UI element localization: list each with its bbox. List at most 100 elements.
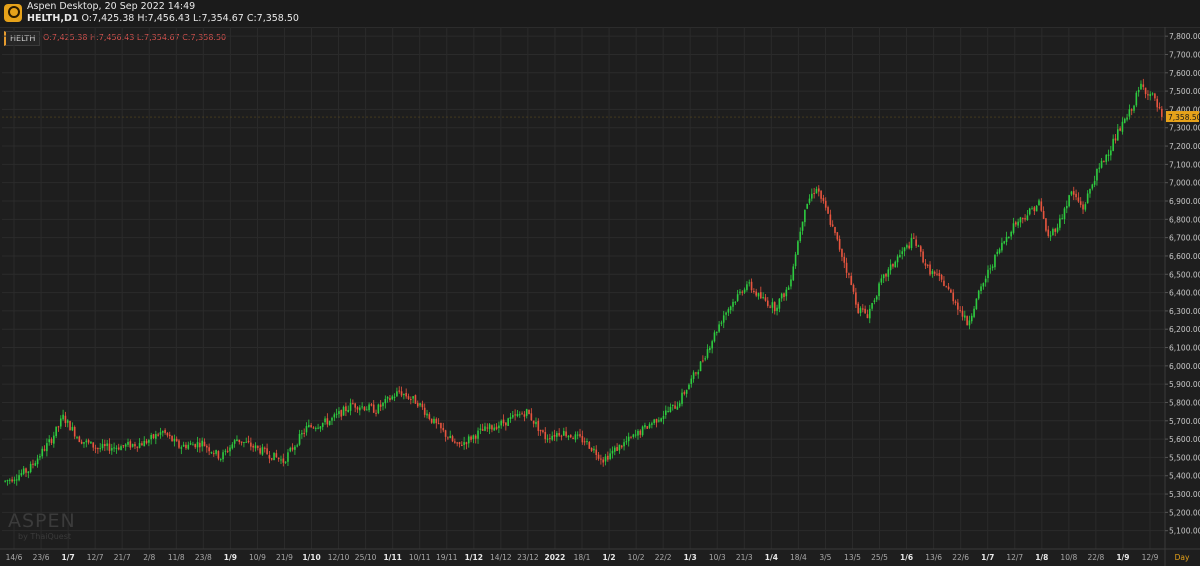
candle-body [544,431,547,440]
candle-body [433,418,435,424]
candle-body [961,310,964,317]
candle-body [428,414,431,419]
x-tick-label: 12/7 [87,553,104,562]
candle-body [899,254,901,258]
x-tick-label: 21/3 [736,553,753,562]
candle-body [414,395,417,404]
candle-body [801,221,804,231]
candle-body [984,278,987,283]
candle-body [18,475,20,481]
candle-body [940,274,943,280]
candle-body [326,418,329,425]
candle-body [653,419,656,424]
candle-body [1017,221,1019,226]
candle-body [27,471,30,474]
candle-body [806,203,808,209]
candle-body [1056,227,1059,232]
x-tick-label: 23/6 [33,553,50,562]
candle-body [29,463,32,473]
candle-body [947,286,950,290]
candle-body [396,391,398,397]
candle-body [372,404,375,413]
candle-body [421,403,424,408]
candle-body [212,453,215,455]
candle-body [760,292,762,299]
x-tick-label: 18/1 [574,553,591,562]
candle-body [261,447,264,455]
price-chart[interactable]: 5,100.00 5,200.00 5,300.00 5,400.00 5,500.00… [0,27,1200,566]
symbol-period: HELTH,D1 [27,13,79,24]
y-tick-label: 6,200.00 [1169,325,1200,334]
candle-body [836,232,839,240]
candle-body [152,434,155,438]
x-tick-label: 1/4 [765,553,778,562]
candle-body [486,427,489,429]
candle-body [1133,105,1135,111]
candle-body [936,273,938,275]
candle-body [36,458,39,465]
candle-body [280,459,282,461]
candle-body [618,444,621,451]
candle-body [530,413,533,421]
candle-body [426,413,428,416]
candle-body [284,461,287,463]
candle-body [797,241,799,255]
candle-body [451,436,454,442]
candle-body [910,238,913,249]
x-tick-label: 1/11 [383,553,401,562]
candle-body [342,406,345,416]
candle-body [757,293,760,297]
candle-body [938,273,941,276]
candle-body [53,435,55,444]
candle-body [556,433,558,437]
candle-body [562,430,565,436]
candle-body [655,418,658,423]
symbol-tag[interactable]: HELTH [4,31,41,46]
candle-body [347,409,350,412]
candle-body [560,435,563,437]
candle-body [498,425,500,429]
x-tick-label: 1/9 [224,553,237,562]
candle-body [210,452,213,454]
ohlc-legend: O:7,425.38 H:7,456.43 L:7,354.67 C:7,358… [43,33,227,42]
candle-body [813,193,815,195]
candle-body [697,371,700,375]
candle-body [1147,94,1149,96]
candle-body [97,448,99,450]
candle-body [1024,218,1026,220]
candle-body [57,426,60,428]
candle-body [331,417,333,421]
candle-body [915,239,917,246]
candle-body [917,245,920,247]
candle-body [537,420,540,431]
candle-body [454,441,456,443]
candle-body [233,440,236,444]
candle-body [973,308,975,317]
candle-body [871,303,873,309]
candle-body [470,436,472,440]
candle-body [1142,84,1145,87]
x-tick-label: 12/10 [328,553,350,562]
candle-body [180,447,183,449]
candle-body [465,442,468,445]
candle-body [1116,129,1119,141]
candle-body [268,455,271,459]
candle-body [412,396,414,399]
x-tick-label: 22/8 [1087,553,1104,562]
candle-body [634,434,637,436]
candle-body [1110,150,1112,156]
candle-body [440,422,442,429]
y-tick-label: 6,900.00 [1169,197,1200,206]
y-tick-label: 5,300.00 [1169,490,1200,499]
candle-body [736,294,739,301]
candle-body [966,316,968,326]
candle-body [270,458,273,460]
candle-body [511,415,514,418]
y-tick-label: 7,000.00 [1169,179,1200,188]
candle-body [1070,191,1073,195]
candle-body [192,444,194,446]
x-tick-label: 22/6 [952,553,969,562]
candle-body [136,446,139,448]
candle-body [8,479,11,481]
candle-body [903,247,906,252]
